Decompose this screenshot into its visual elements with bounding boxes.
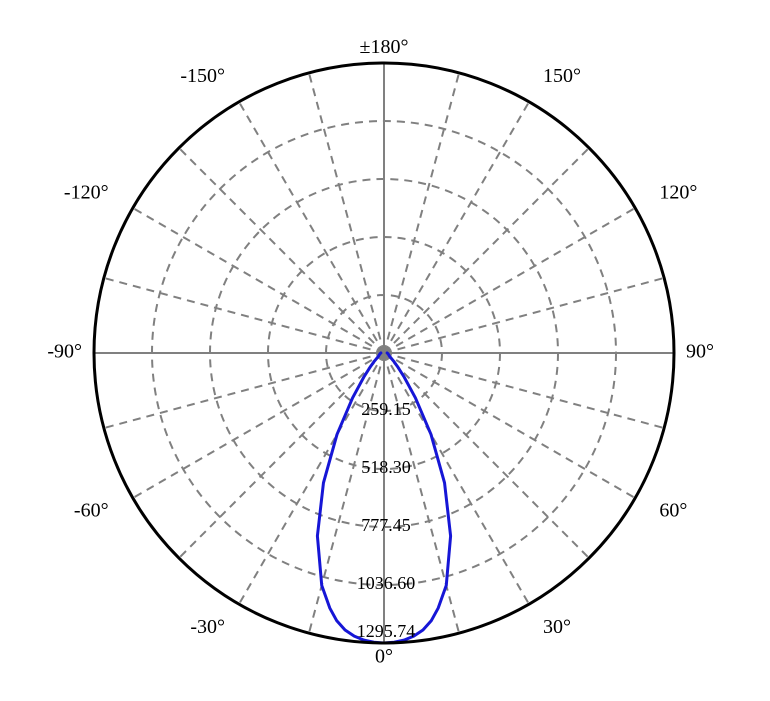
radial-tick-label: 1295.74 [357, 621, 416, 641]
angle-label: -60° [74, 500, 109, 522]
angle-label: -30° [190, 616, 225, 638]
angle-label: -90° [47, 341, 82, 363]
radial-tick-label: 777.45 [361, 515, 411, 535]
radial-tick-label: 1036.60 [357, 573, 416, 593]
angle-label: -120° [64, 182, 109, 204]
radial-tick-label: 259.15 [361, 399, 411, 419]
polar-chart: ±180° 150° 120° 90° 60° 30° 0° -30° -60° -90° -120… [0, 0, 770, 701]
grid [94, 63, 674, 643]
angle-label: 90° [686, 341, 714, 363]
angle-label: ±180° [360, 36, 409, 58]
angle-label: 0° [375, 646, 393, 668]
angle-label: 150° [543, 65, 581, 87]
angle-label: -150° [180, 65, 225, 87]
radial-tick-label: 518.30 [361, 457, 411, 477]
angle-label: 60° [659, 500, 687, 522]
angle-label: 30° [543, 616, 571, 638]
angle-label: 120° [659, 182, 697, 204]
